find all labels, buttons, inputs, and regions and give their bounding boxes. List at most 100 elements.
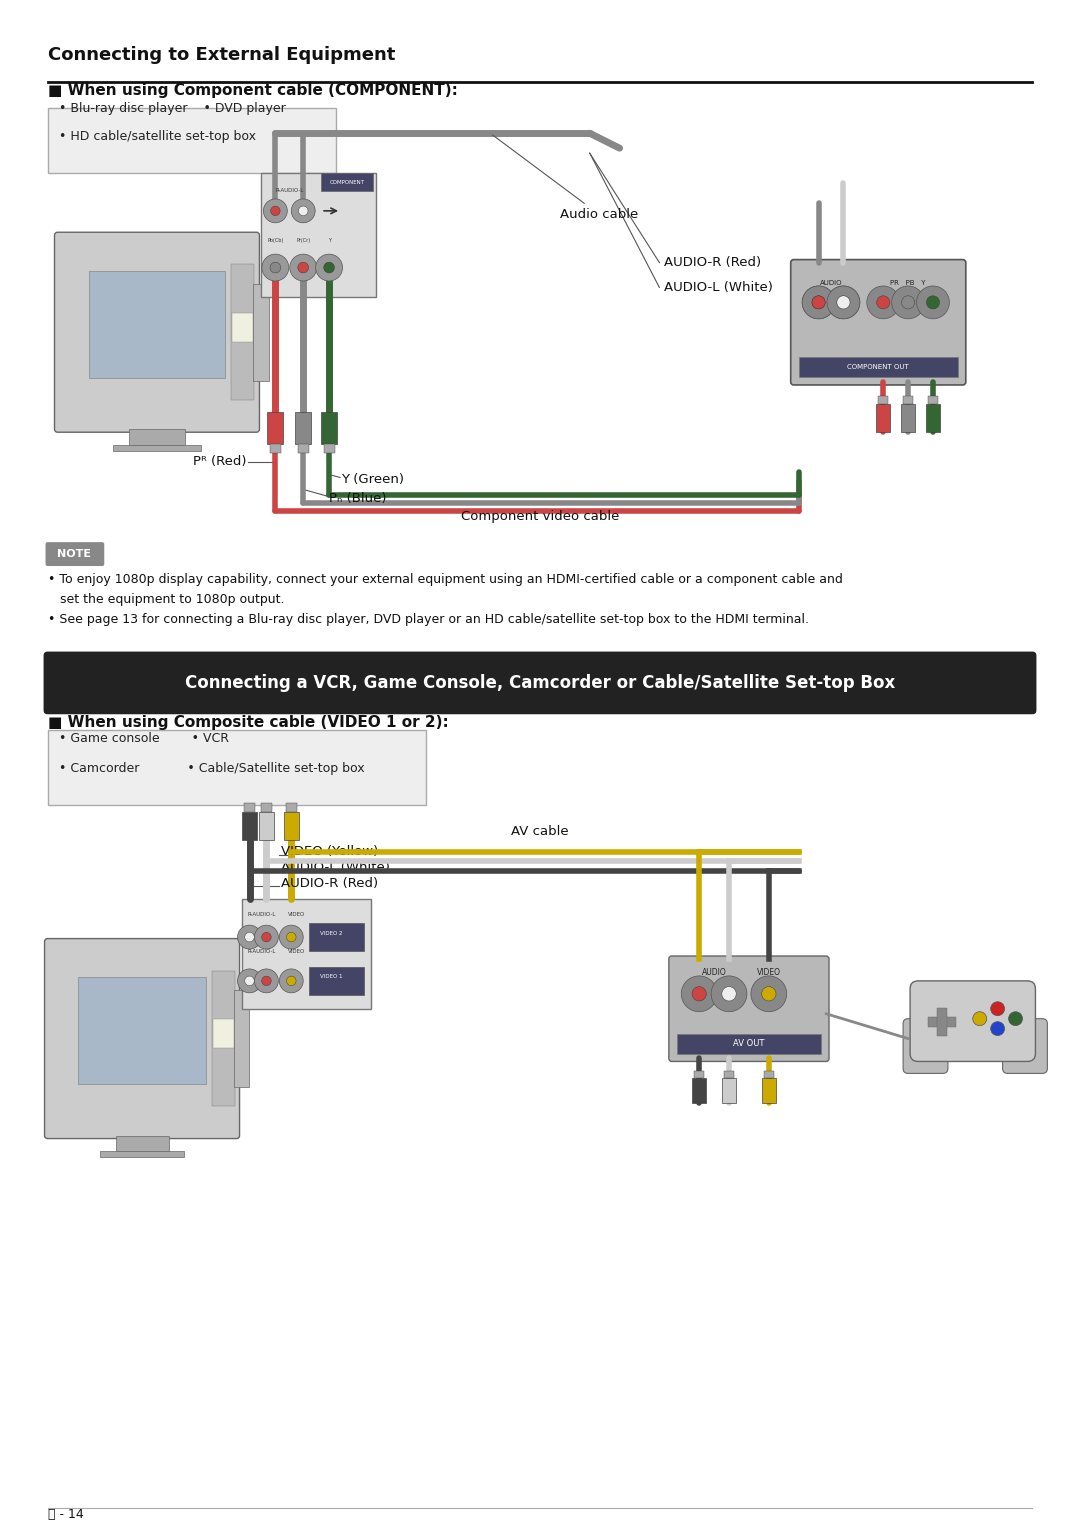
Bar: [259, 812, 274, 840]
Bar: [321, 173, 373, 191]
Bar: [78, 977, 206, 1084]
Text: AUDIO-L (White): AUDIO-L (White): [281, 861, 390, 873]
Bar: [242, 899, 370, 1009]
Text: AUDIO-L (White): AUDIO-L (White): [664, 281, 773, 295]
Circle shape: [877, 296, 890, 308]
Text: • Blu-ray disc player    • DVD player: • Blu-ray disc player • DVD player: [59, 102, 286, 116]
Bar: [284, 812, 299, 840]
Text: VIDEO 2: VIDEO 2: [320, 930, 342, 936]
Circle shape: [973, 1012, 987, 1026]
Circle shape: [827, 286, 860, 319]
Circle shape: [264, 199, 287, 223]
Circle shape: [711, 976, 747, 1012]
Bar: [116, 1136, 168, 1151]
Circle shape: [1009, 1012, 1023, 1026]
Bar: [928, 395, 937, 403]
Text: R-AUDIO-L: R-AUDIO-L: [247, 912, 275, 918]
Text: • To enjoy 1080p display capability, connect your external equipment using an HD: • To enjoy 1080p display capability, con…: [48, 573, 842, 586]
Text: VIDEO 1: VIDEO 1: [320, 974, 342, 979]
Bar: [242, 812, 257, 840]
Bar: [212, 971, 234, 1107]
Text: VIDEO: VIDEO: [287, 912, 305, 918]
Bar: [48, 730, 426, 805]
Circle shape: [892, 286, 924, 319]
Circle shape: [261, 976, 271, 985]
Bar: [903, 395, 913, 403]
Bar: [764, 1070, 773, 1078]
Text: Y (Green): Y (Green): [341, 473, 404, 486]
FancyBboxPatch shape: [903, 1019, 948, 1073]
Text: AV cable: AV cable: [511, 825, 569, 838]
Circle shape: [827, 286, 860, 319]
Text: R-AUDIO-L: R-AUDIO-L: [275, 188, 303, 192]
Circle shape: [255, 925, 279, 950]
Bar: [270, 444, 281, 454]
Circle shape: [837, 296, 850, 308]
Circle shape: [751, 976, 786, 1012]
Bar: [901, 403, 915, 432]
Bar: [937, 1008, 947, 1035]
Bar: [876, 403, 890, 432]
Bar: [799, 357, 958, 377]
Bar: [113, 444, 201, 450]
FancyBboxPatch shape: [45, 542, 105, 567]
Text: AUDIO: AUDIO: [702, 968, 727, 977]
Circle shape: [812, 296, 825, 308]
Text: • Game console        • VCR: • Game console • VCR: [59, 731, 229, 745]
Text: Connecting to External Equipment: Connecting to External Equipment: [48, 46, 395, 64]
Text: R-AUDIO-L: R-AUDIO-L: [247, 948, 275, 954]
Text: ■ When using Component cable (COMPONENT):: ■ When using Component cable (COMPONENT)…: [48, 84, 458, 98]
Text: Pᴿ (Red): Pᴿ (Red): [193, 455, 246, 469]
Bar: [231, 313, 254, 342]
Text: COMPONENT: COMPONENT: [329, 180, 364, 185]
Text: ■ When using Composite cable (VIDEO 1 or 2):: ■ When using Composite cable (VIDEO 1 or…: [48, 715, 448, 730]
Text: • See page 13 for connecting a Blu-ray disc player, DVD player or an HD cable/sa: • See page 13 for connecting a Blu-ray d…: [48, 612, 809, 626]
Circle shape: [315, 253, 342, 281]
Bar: [321, 412, 337, 444]
Text: Pb(Cb): Pb(Cb): [267, 238, 283, 243]
FancyBboxPatch shape: [44, 939, 240, 1139]
Bar: [213, 1019, 233, 1048]
Circle shape: [280, 970, 303, 993]
Text: Audio cable: Audio cable: [492, 134, 638, 221]
Circle shape: [298, 206, 308, 215]
Bar: [261, 173, 376, 298]
Bar: [295, 412, 311, 444]
Circle shape: [867, 286, 900, 319]
Text: AV OUT: AV OUT: [733, 1038, 765, 1048]
Bar: [761, 1078, 775, 1102]
Bar: [90, 272, 225, 377]
Text: COMPONENT OUT: COMPONENT OUT: [848, 363, 909, 370]
Circle shape: [917, 286, 949, 319]
Circle shape: [902, 296, 915, 308]
Circle shape: [292, 199, 315, 223]
Circle shape: [990, 1022, 1004, 1035]
Circle shape: [692, 986, 706, 1002]
Circle shape: [286, 976, 296, 985]
FancyBboxPatch shape: [1002, 1019, 1048, 1073]
Bar: [725, 1070, 734, 1078]
Bar: [926, 403, 940, 432]
FancyBboxPatch shape: [43, 652, 1037, 715]
Bar: [233, 989, 248, 1087]
Bar: [48, 108, 336, 173]
Bar: [286, 803, 297, 812]
Bar: [677, 1034, 821, 1054]
Bar: [254, 284, 269, 380]
Circle shape: [238, 970, 261, 993]
Bar: [244, 803, 255, 812]
Circle shape: [721, 986, 737, 1002]
Text: Y: Y: [327, 238, 330, 243]
Circle shape: [262, 253, 288, 281]
Bar: [878, 395, 888, 403]
Text: Pr(Cr): Pr(Cr): [296, 238, 310, 243]
Text: VIDEO (Yellow): VIDEO (Yellow): [281, 844, 379, 858]
Bar: [723, 1078, 735, 1102]
Text: AUDIO-R (Red): AUDIO-R (Red): [664, 257, 761, 269]
FancyBboxPatch shape: [910, 980, 1036, 1061]
Circle shape: [298, 263, 309, 273]
Text: NOTE: NOTE: [57, 550, 92, 559]
Text: PR   PB   Y: PR PB Y: [890, 281, 926, 287]
Bar: [309, 924, 364, 951]
Text: AUDIO-R (Red): AUDIO-R (Red): [281, 876, 378, 890]
